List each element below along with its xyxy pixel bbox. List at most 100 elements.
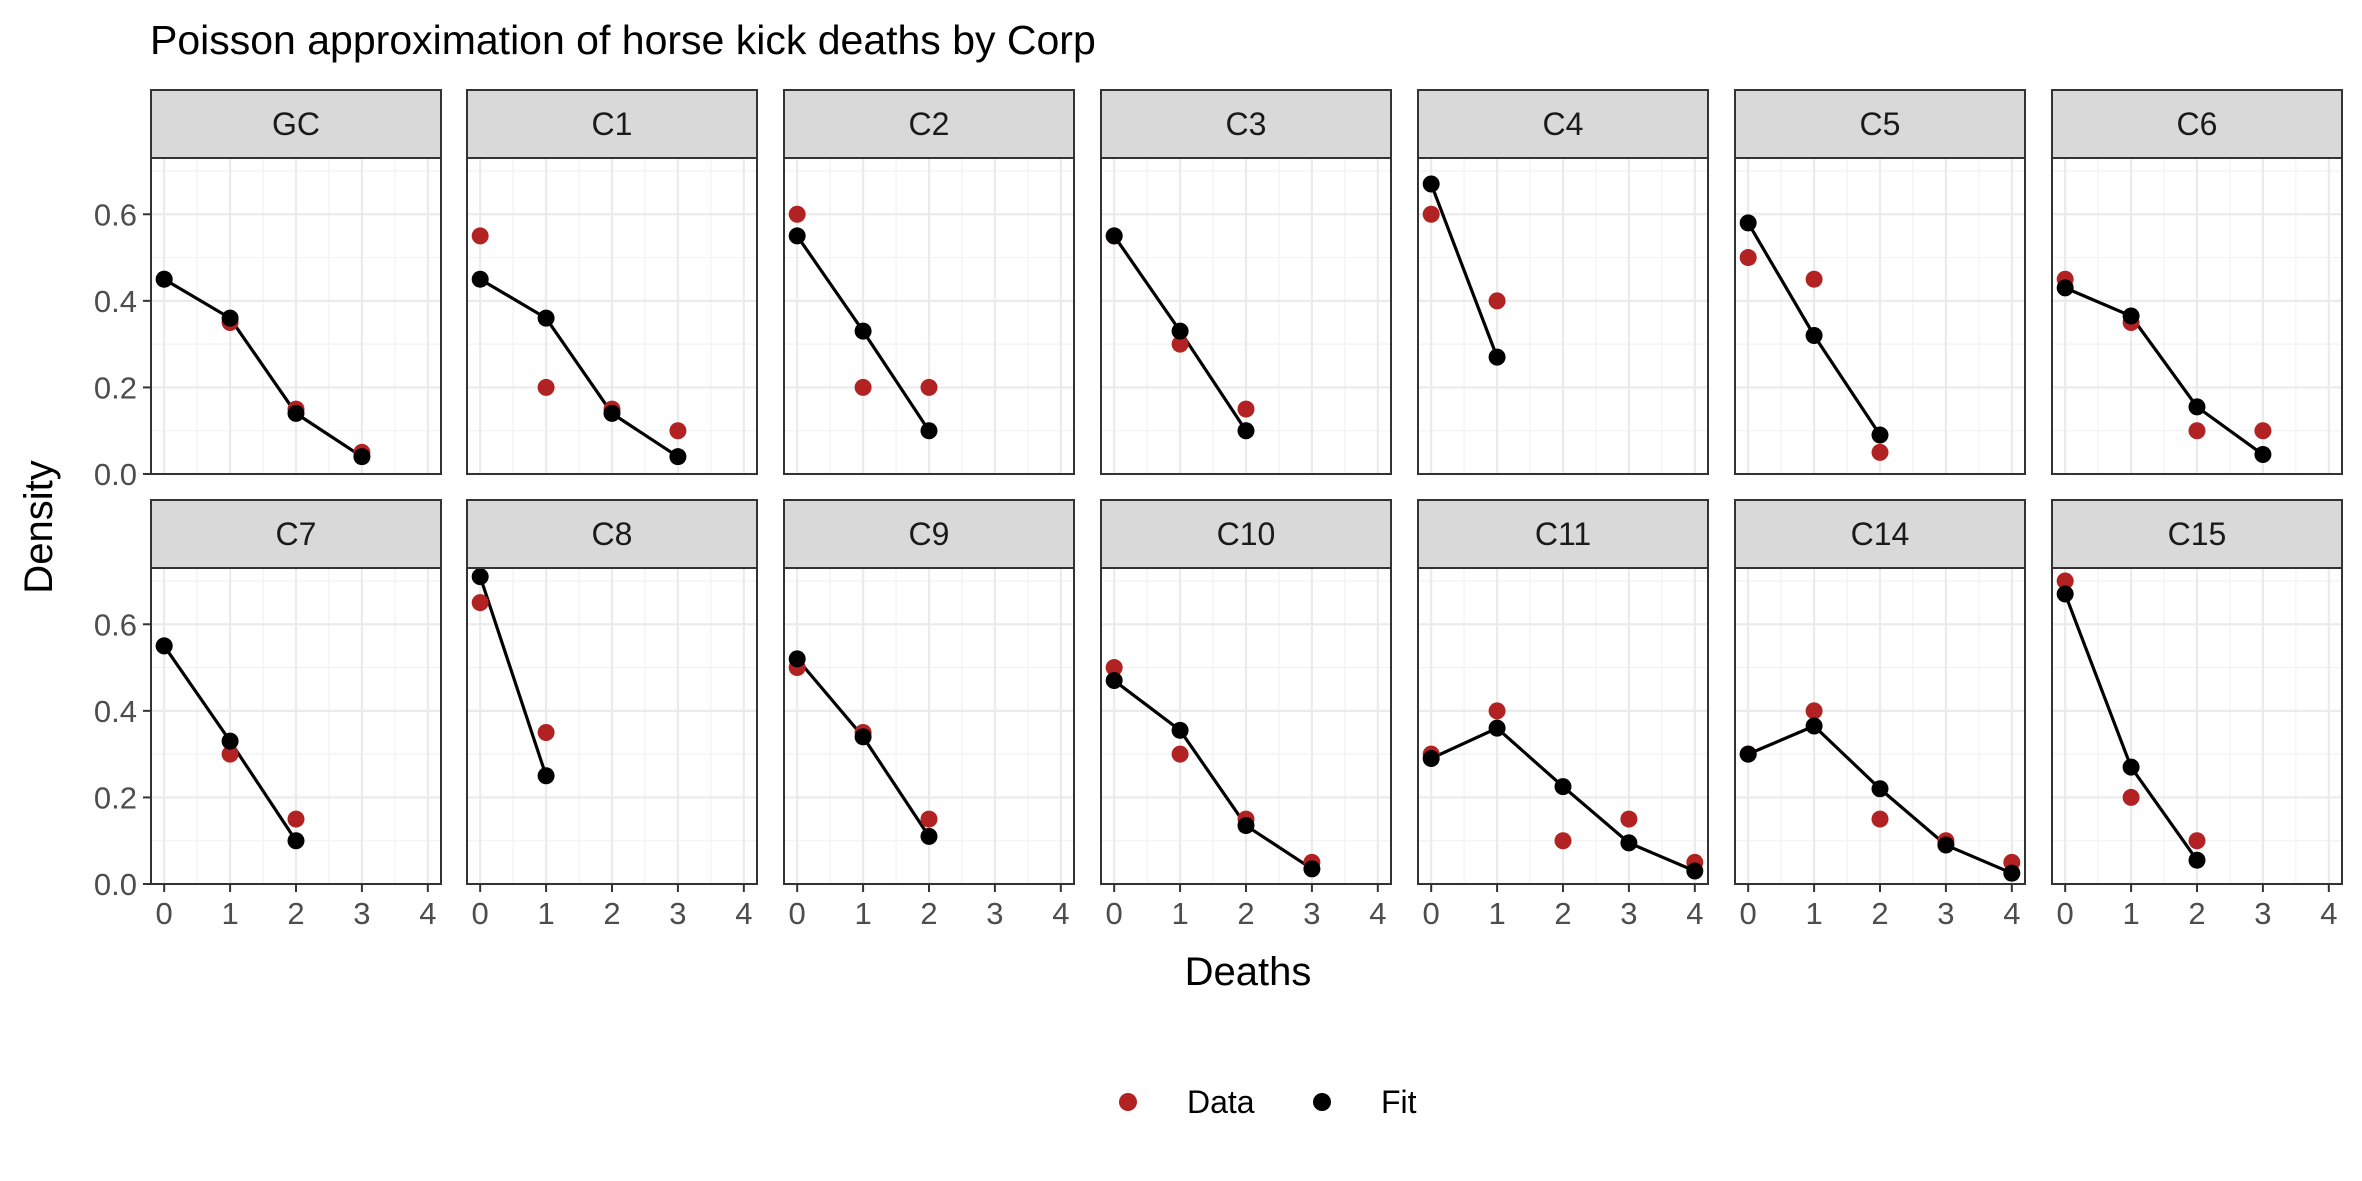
facet-panel-gc: GC 0.0 0.2 0.4 0.6 [94, 89, 442, 492]
x-tick-label: 0 [1423, 896, 1440, 931]
facet-strip [1100, 89, 1392, 159]
fit-point [2122, 307, 2140, 325]
data-point [1237, 400, 1255, 418]
y-tick-label: 0.6 [94, 197, 137, 232]
y-tick-label: 0.0 [94, 867, 137, 902]
panel-border [783, 157, 1075, 475]
facet-strip-label: C8 [592, 516, 633, 552]
facet-panel-c9: C9 0 1 2 3 4 [783, 499, 1075, 931]
data-point [1620, 810, 1638, 828]
x-tick-label: 3 [1620, 896, 1637, 931]
x-tick-label: 1 [854, 896, 871, 931]
x-tick-label: 1 [1171, 896, 1188, 931]
fit-point [854, 322, 872, 340]
facet-panel-c5: C5 [1734, 89, 2026, 476]
fit-point [788, 650, 806, 668]
data-point [2188, 832, 2206, 850]
panel-border [2051, 157, 2343, 475]
fit-point [537, 767, 555, 785]
facet-strip-label: C7 [276, 516, 317, 552]
fit-point [1871, 426, 1889, 444]
x-tick-label: 1 [2122, 896, 2139, 931]
data-point [1871, 810, 1889, 828]
fit-line [479, 277, 679, 459]
fit-point [221, 732, 239, 750]
facet-strip [466, 89, 758, 159]
data-point [2122, 788, 2140, 806]
fit-point [788, 227, 806, 245]
x-tick-label: 2 [1237, 896, 1254, 931]
fit-point [471, 270, 489, 288]
x-tick-label: 1 [221, 896, 238, 931]
facet-panel-c14: C14 0 1 2 3 4 [1734, 499, 2026, 931]
x-tick-label: 3 [353, 896, 370, 931]
data-point [920, 378, 938, 396]
x-tick-label: 4 [2320, 896, 2337, 931]
facet-strip-label: C6 [2177, 106, 2218, 142]
facet-panel-c3: C3 [1100, 89, 1392, 476]
legend-key [1313, 1093, 1331, 1111]
x-tick-label: 3 [2254, 896, 2271, 931]
facet-strip-label: C10 [1217, 516, 1276, 552]
x-tick-label: 0 [2057, 896, 2074, 931]
fit-point [2056, 585, 2074, 603]
x-tick-label: 3 [1303, 896, 1320, 931]
x-tick-label: 3 [986, 896, 1003, 931]
facet-strip [2051, 499, 2343, 569]
panel-border [466, 157, 758, 475]
legend: Data Fit [1119, 1084, 1417, 1120]
x-tick-label: 3 [669, 896, 686, 931]
x-tick-label: 2 [287, 896, 304, 931]
fit-point [1422, 175, 1440, 193]
data-point [221, 745, 239, 763]
fit-point [1739, 745, 1757, 763]
fit-point [1937, 836, 1955, 854]
x-tick-label: 0 [1106, 896, 1123, 931]
x-tick-label: 2 [920, 896, 937, 931]
fit-point [1805, 326, 1823, 344]
legend-label: Data [1187, 1084, 1255, 1120]
facet-strip [1734, 499, 2026, 569]
fit-point [1422, 749, 1440, 767]
fit-point [920, 422, 938, 440]
data-point [1171, 335, 1189, 353]
x-tick-label: 1 [1805, 896, 1822, 931]
fit-point [155, 637, 173, 655]
facet-strip-label: C3 [1226, 106, 1267, 142]
data-point [1488, 702, 1506, 720]
facet-strip-label: C9 [909, 516, 950, 552]
legend-item-data: Data [1119, 1084, 1255, 1120]
facet-strip [1734, 89, 2026, 159]
facet-panel-c10: C10 0 1 2 3 4 [1100, 499, 1392, 931]
fit-point [2254, 446, 2272, 464]
y-tick-label: 0.6 [94, 607, 137, 642]
facet-strip [150, 89, 442, 159]
facet-strip [150, 499, 442, 569]
data-point [1422, 205, 1440, 223]
data-point [1805, 702, 1823, 720]
fit-point [287, 832, 305, 850]
data-point [1871, 443, 1889, 461]
fit-point [1739, 214, 1757, 232]
legend-label: Fit [1381, 1084, 1417, 1120]
fit-point [471, 568, 489, 586]
fit-point [603, 404, 621, 422]
fit-point [1620, 834, 1638, 852]
fit-point [1171, 721, 1189, 739]
fit-point [1805, 717, 1823, 735]
x-axis-title: Deaths [1185, 950, 1312, 994]
fit-point [1303, 860, 1321, 878]
legend-key [1119, 1093, 1137, 1111]
x-tick-label: 1 [537, 896, 554, 931]
fit-point [353, 448, 371, 466]
facet-strip-label: C5 [1860, 106, 1901, 142]
facet-strip [1417, 89, 1709, 159]
x-tick-label: 1 [1488, 896, 1505, 931]
y-tick-label: 0.4 [94, 284, 137, 319]
x-tick-label: 4 [1686, 896, 1703, 931]
x-tick-label: 2 [1554, 896, 1571, 931]
facet-strip-label: GC [272, 106, 320, 142]
facet-panel-c7: C7 0.0 0.2 0.4 0.6 0 1 2 3 4 [94, 499, 442, 931]
fit-line [478, 576, 548, 777]
